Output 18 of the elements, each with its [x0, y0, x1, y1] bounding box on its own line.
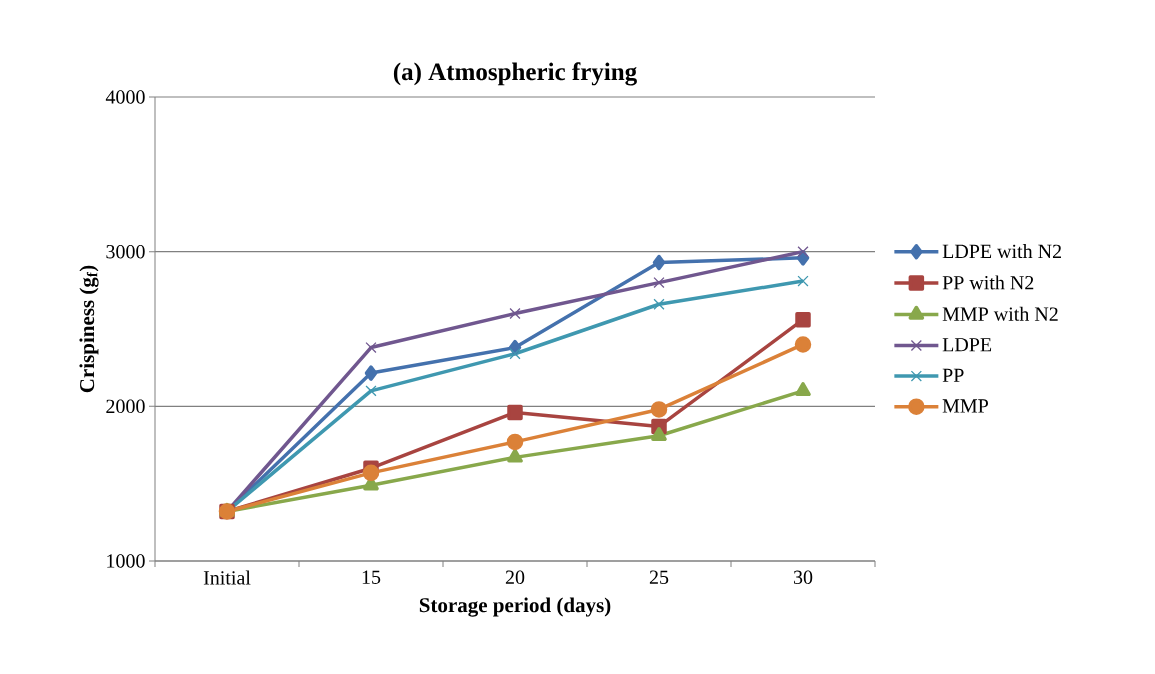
legend-label: PP with N2 [942, 275, 1034, 290]
y-axis-title: Crispiness (g$_{f}$) [79, 265, 99, 393]
y-tick-label: 1000 [107, 554, 145, 568]
y-tick-label: 4000 [105, 90, 145, 104]
chart-title: (a) Atmospheric frying [393, 62, 637, 86]
y-tick-label: 2000 [106, 399, 145, 414]
x-tick-label: Initial [203, 570, 251, 585]
legend-label: MMP with N2 [942, 306, 1058, 321]
legend-label: MMP [942, 399, 988, 413]
legend-label: LDPE [942, 338, 992, 352]
x-axis-title: Storage period (days) [419, 597, 611, 617]
legend-label: PP [942, 368, 964, 382]
x-tick-label: 20 [505, 570, 525, 585]
x-tick-label: 30 [793, 570, 813, 585]
x-tick-label: 15 [362, 570, 381, 584]
legend-label: LDPE with N2 [942, 244, 1061, 259]
y-tick-label: 3000 [106, 244, 145, 259]
x-tick-label: 25 [649, 570, 669, 584]
